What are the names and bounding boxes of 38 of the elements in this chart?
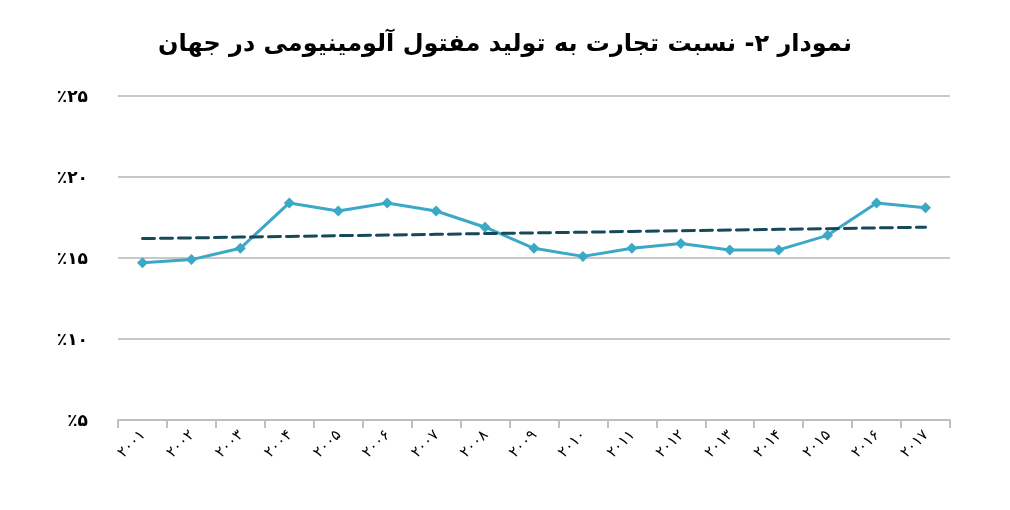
point xyxy=(920,202,932,214)
x-tick-label: ۲۰۰۵ xyxy=(309,425,345,462)
chart-title: نمودار ۲- نسبت تجارت به تولید مفتول آلومینیومی در جهان xyxy=(158,28,852,57)
point xyxy=(675,237,687,249)
x-tick-label: ۲۰۱۱ xyxy=(602,425,639,462)
x-tick-label: ۲۰۱۰ xyxy=(553,425,590,462)
x-tick-label: ۲۰۰۹ xyxy=(504,425,541,462)
point xyxy=(430,205,442,217)
point xyxy=(577,250,589,262)
x-tick-label: ۲۰۱۶ xyxy=(847,425,883,462)
y-tick-label: ٪۲۵ xyxy=(56,86,88,106)
point xyxy=(528,242,540,254)
point xyxy=(822,229,834,241)
point xyxy=(234,242,246,254)
y-tick-label: ٪۱۵ xyxy=(56,248,88,268)
x-tick-label: ۲۰۰۳ xyxy=(211,425,247,462)
point xyxy=(332,205,344,217)
y-tick-label: ٪۱۰ xyxy=(56,329,88,349)
x-tick-label: ۲۰۰۴ xyxy=(260,425,296,462)
point xyxy=(136,257,148,269)
x-tick-label: ۲۰۱۷ xyxy=(896,425,932,462)
x-tick-label: ۲۰۰۲ xyxy=(162,425,198,462)
x-tick-label: ۲۰۱۵ xyxy=(798,425,835,462)
y-tick-label: ٪۲۰ xyxy=(56,167,88,187)
point xyxy=(773,244,785,256)
point xyxy=(381,197,393,209)
point xyxy=(626,242,638,254)
x-tick-label: ۲۰۰۸ xyxy=(455,425,492,462)
y-tick-label: ٪۵ xyxy=(67,410,88,430)
x-tick-label: ۲۰۰۷ xyxy=(406,425,443,462)
point xyxy=(283,197,295,209)
x-tick-label: ۲۰۱۴ xyxy=(749,425,786,462)
x-tick-label: ۲۰۱۳ xyxy=(700,425,737,462)
x-tick-label: ۲۰۰۱ xyxy=(113,425,149,462)
x-tick-label: ۲۰۰۶ xyxy=(358,425,394,462)
x-tick-label: ۲۰۱۲ xyxy=(651,425,688,462)
point xyxy=(185,254,197,266)
point xyxy=(479,221,491,233)
